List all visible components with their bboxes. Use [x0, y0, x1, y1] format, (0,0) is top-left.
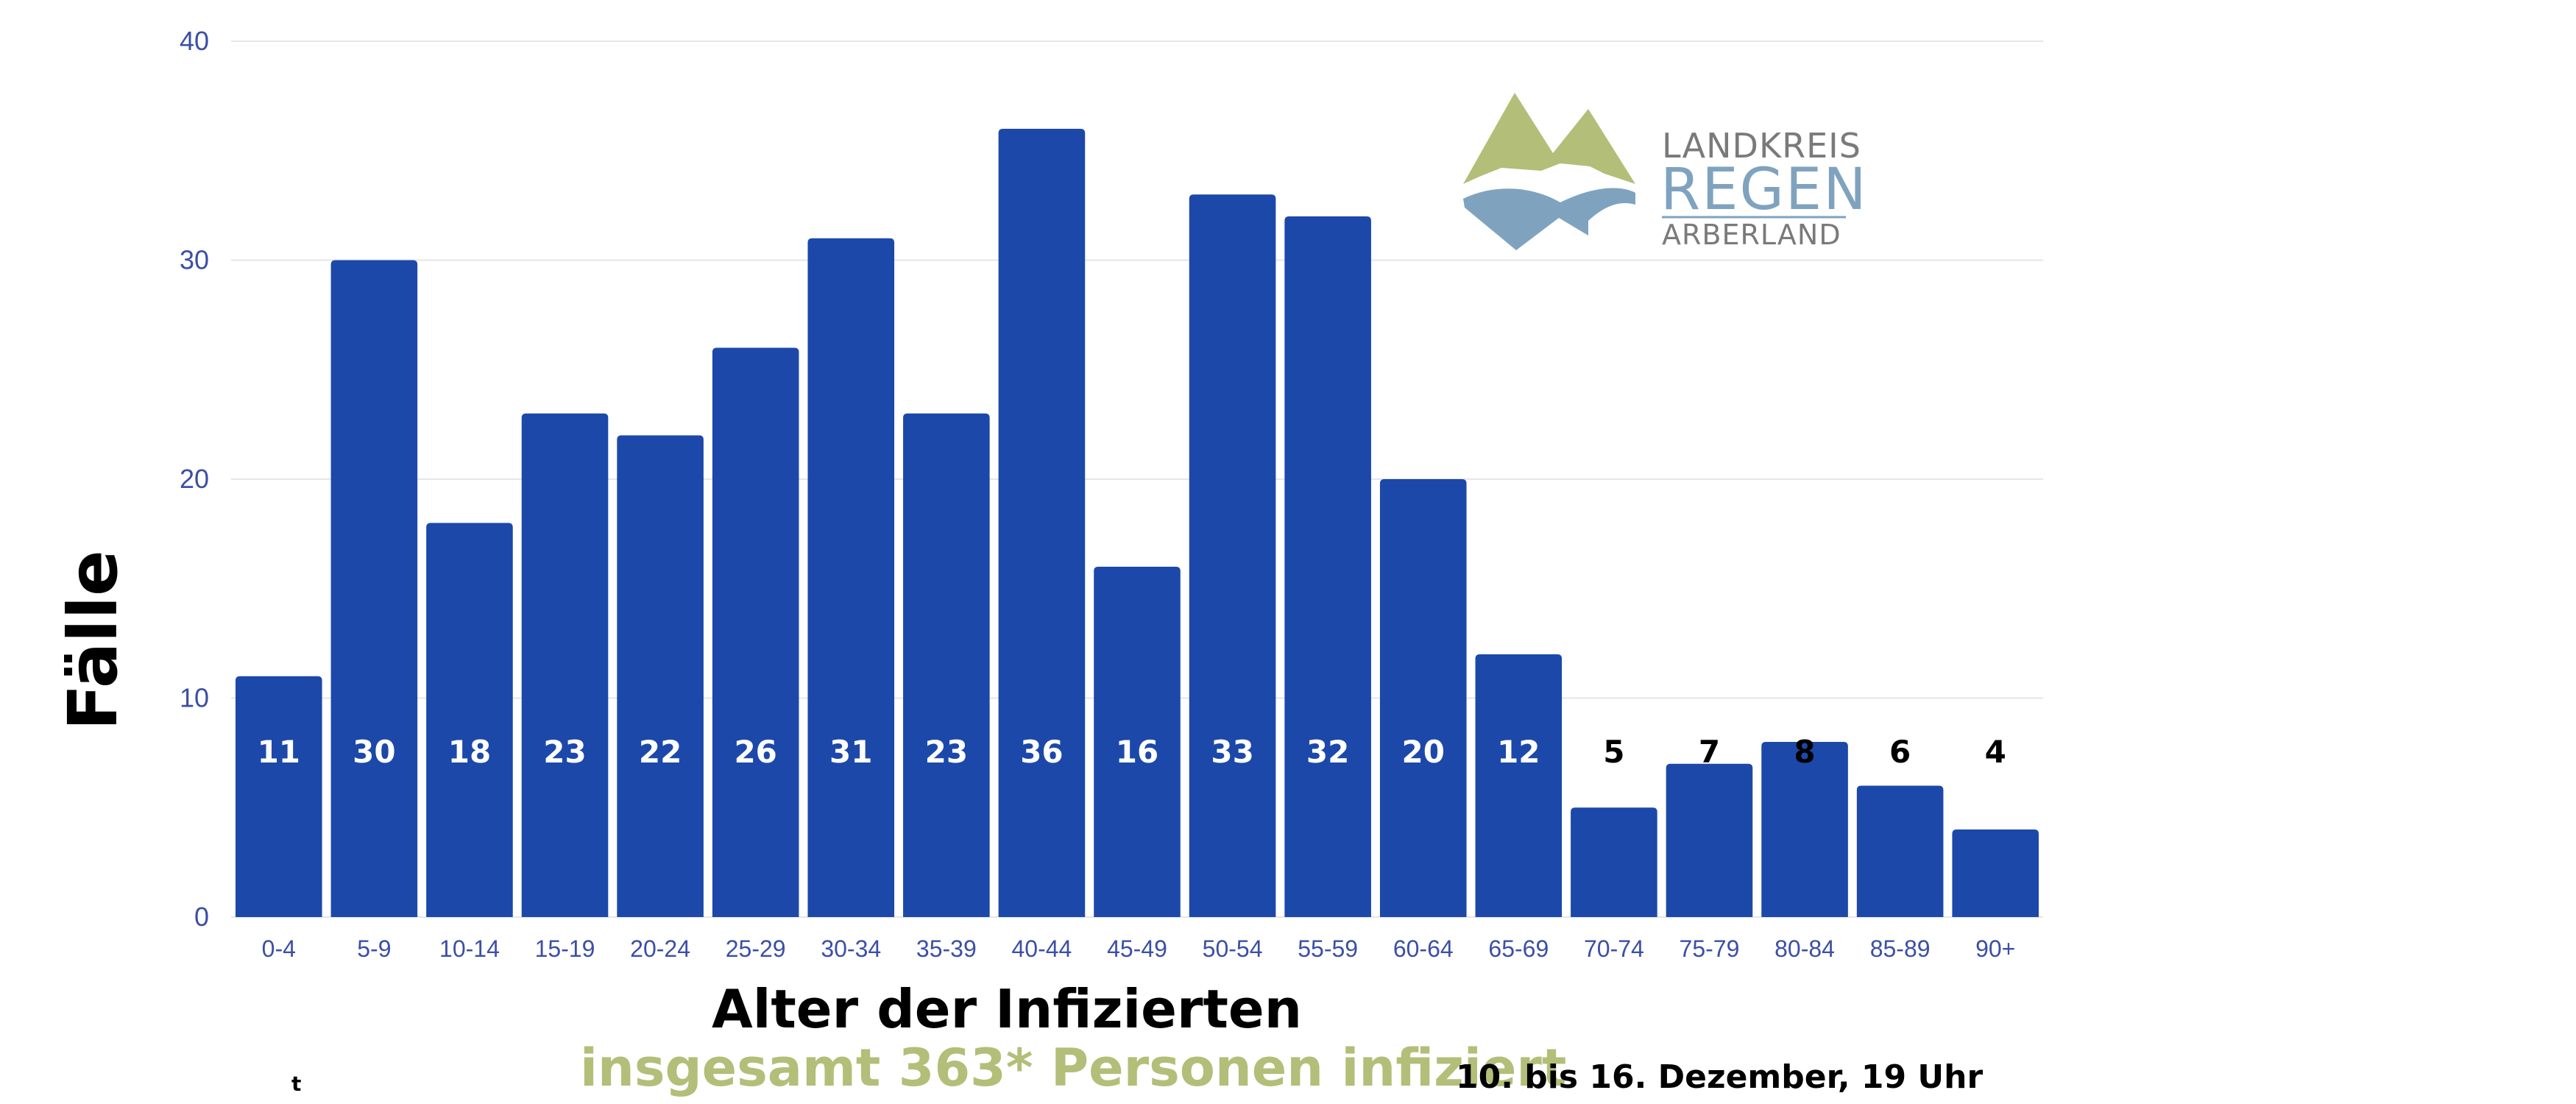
data-label: 26: [734, 734, 776, 770]
bar-5-9: [330, 260, 418, 917]
x-axis-title: Alter der Infizierten: [712, 978, 1302, 1040]
stray-mark: t: [291, 1072, 301, 1096]
logo-line1: LANDKREIS: [1662, 126, 1861, 166]
x-tick-label: 15-19: [535, 935, 595, 962]
data-label: 4: [1985, 734, 2006, 770]
bar-0-4: [236, 676, 322, 917]
x-tick-label: 0-4: [262, 935, 296, 962]
x-tick-label: 65-69: [1488, 935, 1549, 962]
data-label: 6: [1889, 734, 1911, 770]
bar-20-24: [617, 435, 704, 917]
x-tick-label: 90+: [1975, 935, 2015, 962]
data-label: 36: [1020, 734, 1063, 770]
logo-line2: REGEN: [1660, 157, 1868, 223]
bar-25-29: [712, 347, 799, 917]
bar-60-64: [1379, 479, 1467, 917]
x-tick-label: 20-24: [630, 935, 690, 962]
bar-30-34: [807, 238, 895, 917]
y-tick-label: 30: [180, 245, 209, 275]
bar-10-14: [426, 523, 513, 917]
data-label: 30: [353, 734, 395, 770]
x-tick-label: 25-29: [726, 935, 786, 962]
bar-80-84: [1761, 742, 1848, 917]
x-tick-label: 85-89: [1870, 935, 1931, 962]
data-label: 12: [1497, 734, 1540, 770]
x-tick-label: 80-84: [1774, 935, 1835, 962]
bar-70-74: [1571, 807, 1657, 917]
data-labels: 11 30 18 23 22 26 31 23 36 16 33 32 20 12 5 7 8 6 4: [258, 734, 2006, 770]
data-label: 16: [1116, 734, 1158, 770]
bar-45-49: [1094, 567, 1181, 917]
data-label: 22: [639, 734, 682, 770]
x-tick-label: 40-44: [1011, 935, 1072, 962]
y-tick-label: 20: [180, 464, 209, 494]
data-label: 5: [1603, 734, 1624, 770]
x-axis-ticks: 0-4 5-9 10-14 15-19 20-24 25-29 30-34 35-39 40-4…: [262, 935, 2016, 962]
y-axis-title: Fälle: [54, 550, 132, 730]
bar-35-39: [903, 413, 990, 917]
logo-water: [1463, 188, 1635, 250]
bar-65-69: [1475, 654, 1563, 917]
y-axis-ticks: 0 10 20 30 40: [180, 26, 209, 932]
x-tick-label: 60-64: [1393, 935, 1454, 962]
data-label: 20: [1402, 734, 1445, 770]
data-label: 33: [1211, 734, 1253, 770]
x-tick-label: 50-54: [1203, 935, 1263, 962]
landkreis-regen-logo: LANDKREIS REGEN ARBERLAND: [1463, 93, 1868, 251]
logo-mountain: [1463, 93, 1635, 184]
data-label: 7: [1699, 734, 1720, 770]
y-tick-label: 0: [194, 902, 209, 932]
y-tick-label: 10: [180, 683, 209, 713]
data-label: 32: [1306, 734, 1349, 770]
bar-55-59: [1284, 216, 1371, 917]
data-label: 8: [1794, 734, 1815, 770]
bars: [236, 129, 2039, 917]
bar-40-44: [998, 129, 1086, 917]
x-tick-label: 75-79: [1680, 935, 1740, 962]
x-tick-label: 45-49: [1107, 935, 1167, 962]
data-label: 18: [448, 734, 491, 770]
x-tick-label: 10-14: [439, 935, 500, 962]
x-tick-label: 55-59: [1298, 935, 1358, 962]
x-tick-label: 5-9: [357, 935, 391, 962]
data-label: 11: [258, 734, 300, 770]
bar-85-89: [1856, 785, 1944, 917]
summary-text: insgesamt 363* Personen infiziert: [580, 1038, 1566, 1098]
x-tick-label: 30-34: [821, 935, 881, 962]
x-tick-label: 35-39: [916, 935, 977, 962]
data-label: 23: [925, 734, 968, 770]
data-label: 23: [543, 734, 586, 770]
bar-90+: [1952, 829, 2039, 917]
x-tick-label: 70-74: [1584, 935, 1644, 962]
period-text: 10. bis 16. Dezember, 19 Uhr: [1456, 1058, 1983, 1096]
y-tick-label: 40: [180, 26, 209, 56]
logo-line3: ARBERLAND: [1662, 219, 1841, 251]
bar-15-19: [521, 413, 609, 917]
data-label: 31: [829, 734, 872, 770]
bar-50-54: [1189, 194, 1276, 917]
bar-75-79: [1666, 763, 1753, 917]
